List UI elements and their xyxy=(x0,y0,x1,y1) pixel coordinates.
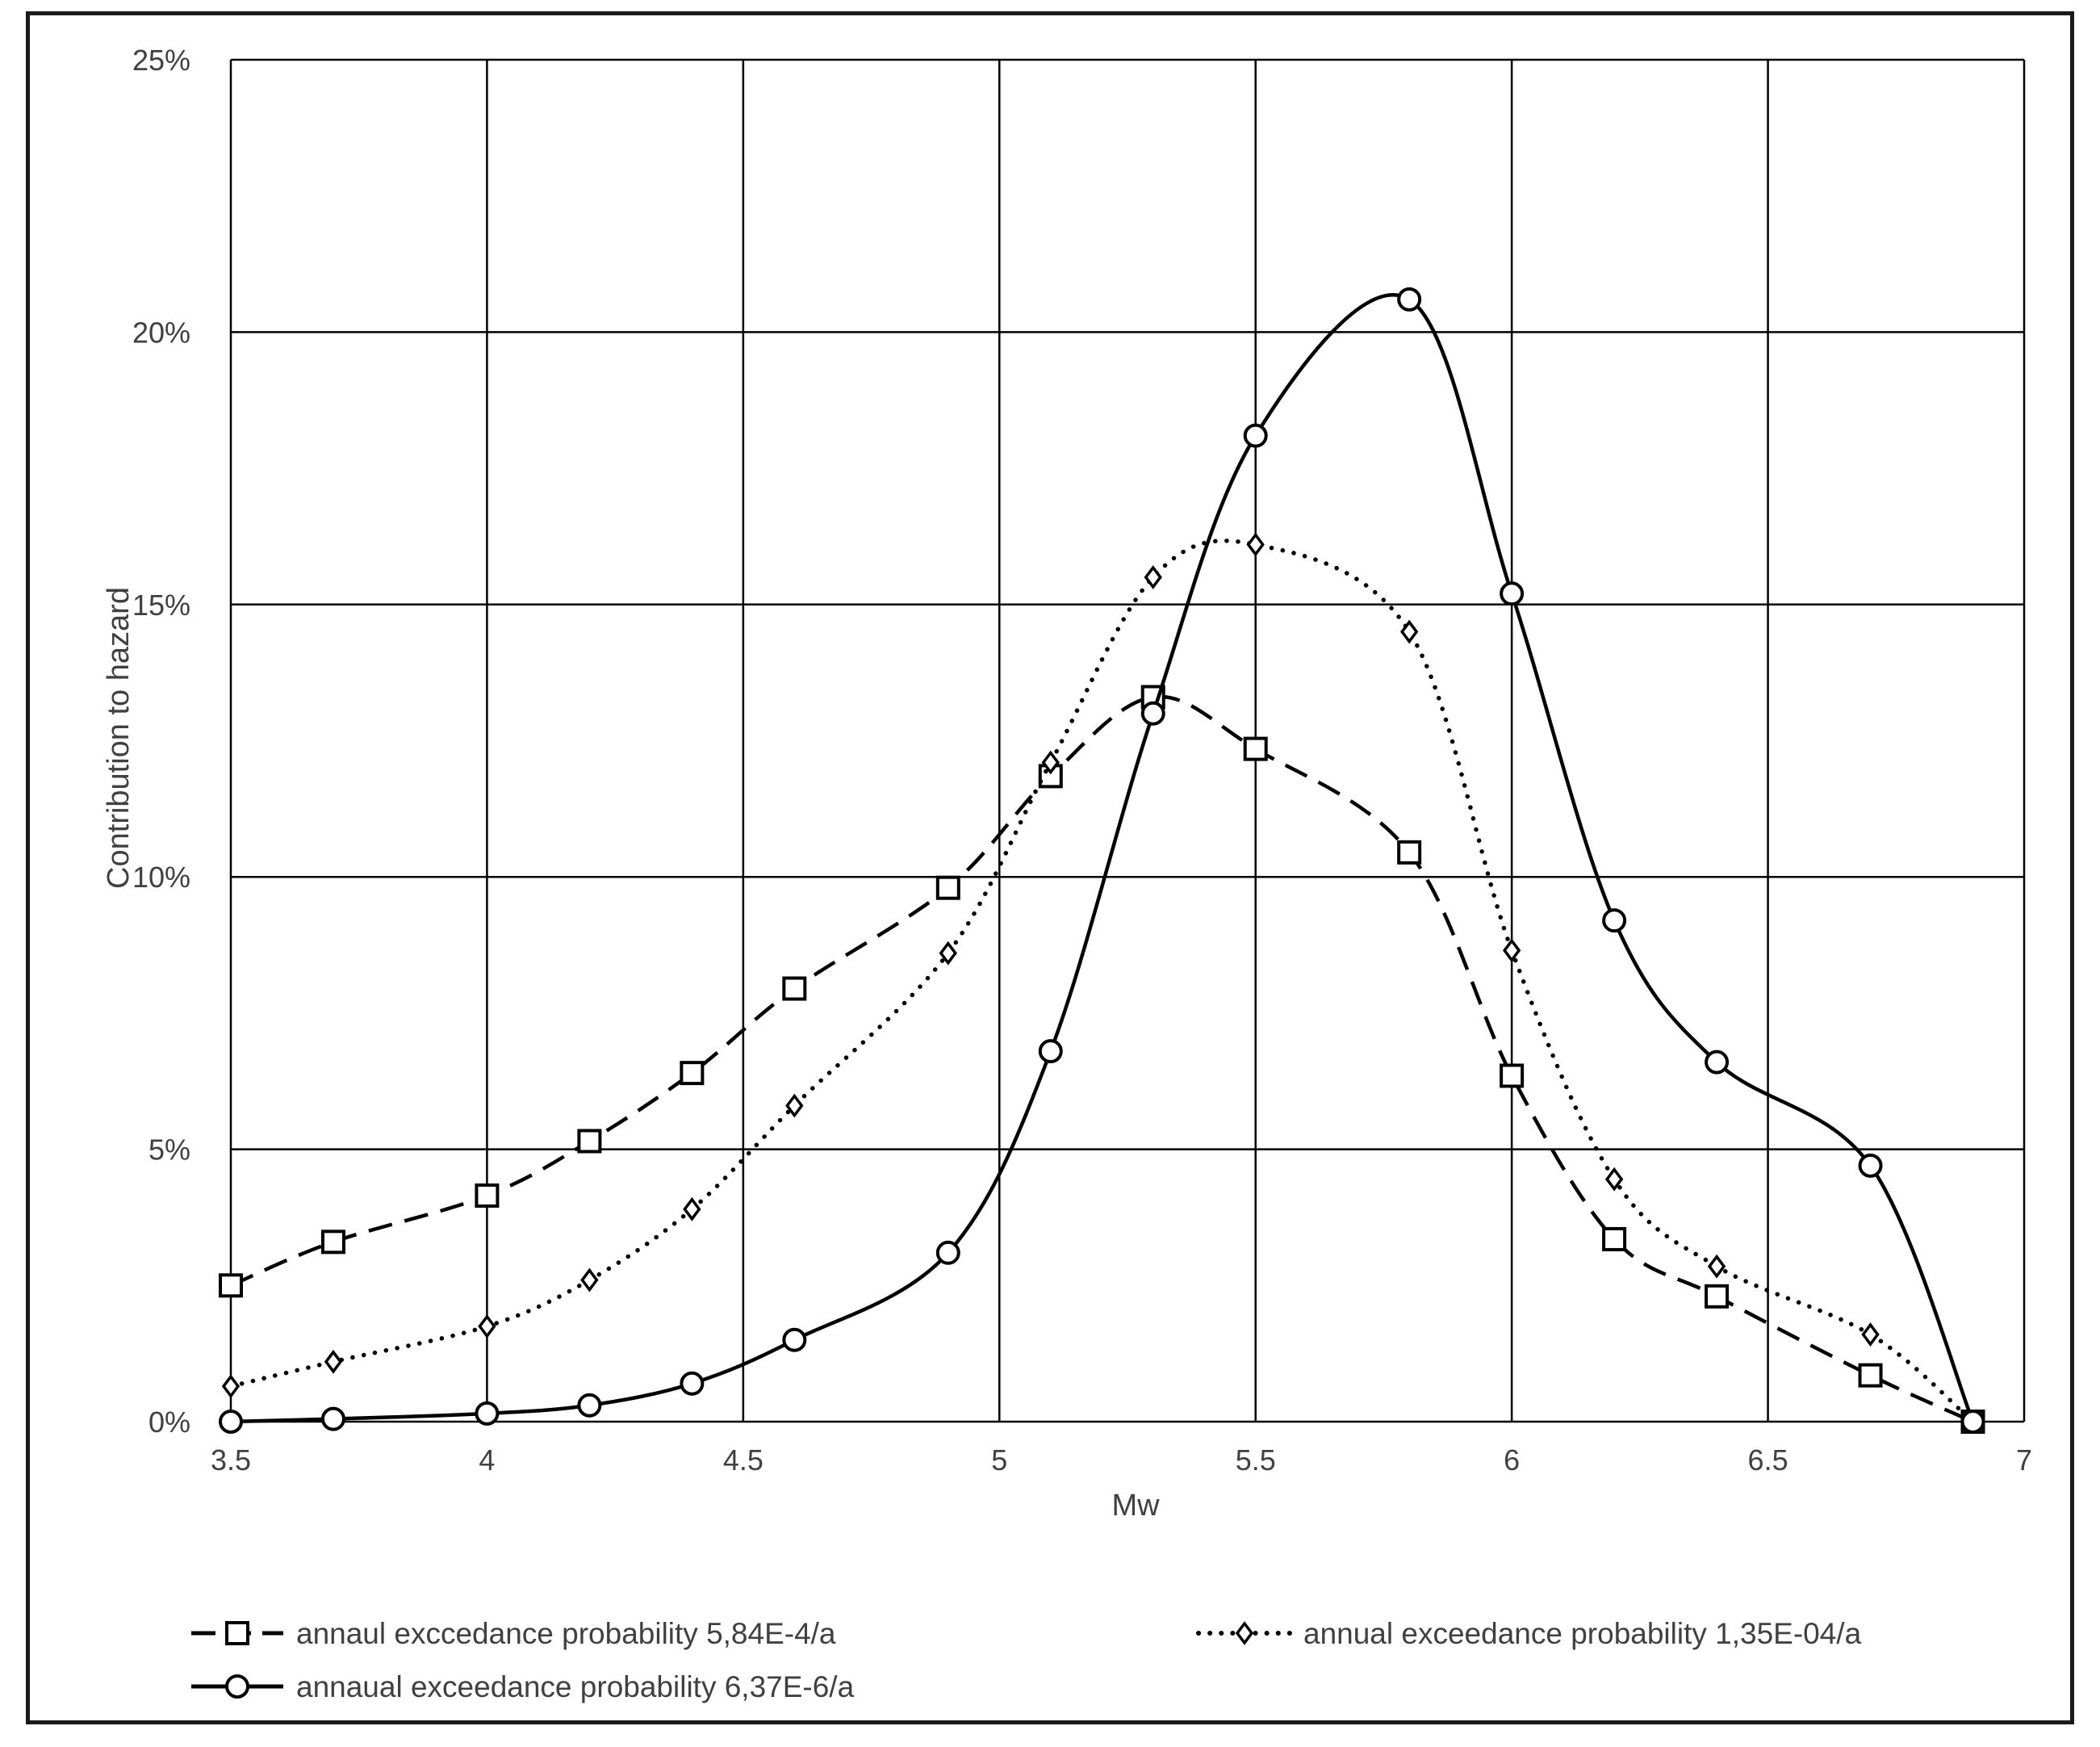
legend-label: annaual exceedance probability 6,37E-6/a xyxy=(296,1670,855,1703)
square-marker xyxy=(1602,1226,1627,1251)
square-marker xyxy=(680,1061,705,1086)
series-3 xyxy=(219,287,1985,1434)
diamond-marker xyxy=(1399,619,1419,644)
circle-marker xyxy=(680,1371,705,1396)
diamond-marker xyxy=(324,1349,343,1374)
x-tick-labels: 3.5 4 4.5 5 5.5 6 6.5 7 xyxy=(211,1443,2032,1477)
square-marker xyxy=(320,1230,345,1255)
legend-entry-3: annaual exceedance probability 6,37E-6/a xyxy=(191,1670,855,1703)
x-tick-label: 5 xyxy=(991,1443,1007,1477)
y-tick-label: 25% xyxy=(132,44,190,77)
legend-label: annaul exccedance probability 5,84E-4/a xyxy=(296,1617,836,1650)
y-tick-label: 0% xyxy=(149,1406,190,1439)
y-axis-label: Contribution to hazard xyxy=(102,587,136,889)
legend: annaul exccedance probability 5,84E-4/a a… xyxy=(191,1617,1862,1703)
circle-marker xyxy=(475,1401,500,1426)
square-marker xyxy=(1858,1363,1883,1388)
x-tick-label: 4 xyxy=(479,1443,495,1477)
circle-marker xyxy=(782,1327,807,1352)
y-tick-labels: 0% 5% 10% 15% 20% 25% xyxy=(132,44,190,1439)
legend-label: annual exceedance probability 1,35E-04/a xyxy=(1303,1617,1862,1650)
diamond-marker xyxy=(478,1313,496,1339)
diamond-marker xyxy=(1861,1322,1880,1347)
series-2 xyxy=(221,532,1982,1434)
circle-marker xyxy=(1602,908,1627,933)
square-marker xyxy=(225,1621,249,1645)
legend-entry-1: annaul exccedance probability 5,84E-4/a xyxy=(191,1617,836,1650)
y-tick-label: 20% xyxy=(132,316,190,349)
x-axis-label: Mw xyxy=(1111,1489,1160,1523)
diamond-marker xyxy=(1707,1254,1726,1279)
y-tick-label: 15% xyxy=(132,589,190,622)
diamond-marker xyxy=(1041,750,1060,775)
square-marker xyxy=(1243,736,1268,761)
square-marker xyxy=(1500,1063,1525,1088)
y-tick-label: 5% xyxy=(149,1133,190,1167)
y-tick-label: 10% xyxy=(132,861,190,894)
chart-frame: 3.5 4 4.5 5 5.5 6 6.5 7 0% 5% 10% 15% 20% 25% Mw Con… xyxy=(26,11,2074,1724)
square-marker xyxy=(1705,1284,1730,1309)
circle-marker xyxy=(225,1674,249,1699)
square-marker xyxy=(475,1183,500,1208)
circle-marker xyxy=(1038,1039,1063,1064)
x-tick-label: 6 xyxy=(1504,1443,1520,1477)
diamond-marker xyxy=(683,1196,701,1221)
square-marker xyxy=(782,976,807,1001)
series-layer xyxy=(219,287,1985,1434)
diamond-marker xyxy=(1246,532,1265,557)
circle-marker xyxy=(1140,701,1165,726)
circle-marker xyxy=(1500,581,1525,606)
diamond-marker xyxy=(939,941,957,966)
circle-marker xyxy=(1960,1410,1985,1434)
square-marker xyxy=(577,1129,602,1154)
x-tick-label: 7 xyxy=(2016,1443,2032,1477)
circle-marker xyxy=(577,1393,602,1418)
series-line xyxy=(230,694,1974,1424)
circle-marker xyxy=(320,1406,345,1431)
x-tick-label: 3.5 xyxy=(211,1443,251,1477)
square-marker xyxy=(219,1273,243,1298)
series-line xyxy=(230,293,1975,1424)
legend-entry-2: annual exceedance probability 1,35E-04/a xyxy=(1196,1617,1862,1650)
diamond-marker xyxy=(1502,938,1521,963)
series-line xyxy=(228,538,1976,1424)
circle-marker xyxy=(1858,1153,1883,1178)
diamond-marker xyxy=(580,1267,599,1292)
x-tick-label: 5.5 xyxy=(1236,1443,1276,1477)
x-tick-label: 6.5 xyxy=(1748,1443,1788,1477)
gridlines xyxy=(229,58,2026,1423)
square-marker xyxy=(935,875,960,900)
circle-marker xyxy=(219,1410,243,1434)
diamond-marker xyxy=(1144,565,1162,589)
diamond-marker xyxy=(221,1374,241,1399)
x-tick-label: 4.5 xyxy=(723,1443,763,1477)
circle-marker xyxy=(935,1240,960,1265)
line-chart: 3.5 4 4.5 5 5.5 6 6.5 7 0% 5% 10% 15% 20% 25% Mw Con… xyxy=(102,44,2032,1703)
circle-marker xyxy=(1243,423,1268,448)
diamond-marker xyxy=(1235,1621,1254,1645)
circle-marker xyxy=(1705,1049,1730,1075)
circle-marker xyxy=(1397,287,1422,312)
diamond-marker xyxy=(1604,1167,1624,1192)
diamond-marker xyxy=(785,1093,804,1118)
square-marker xyxy=(1397,840,1422,865)
